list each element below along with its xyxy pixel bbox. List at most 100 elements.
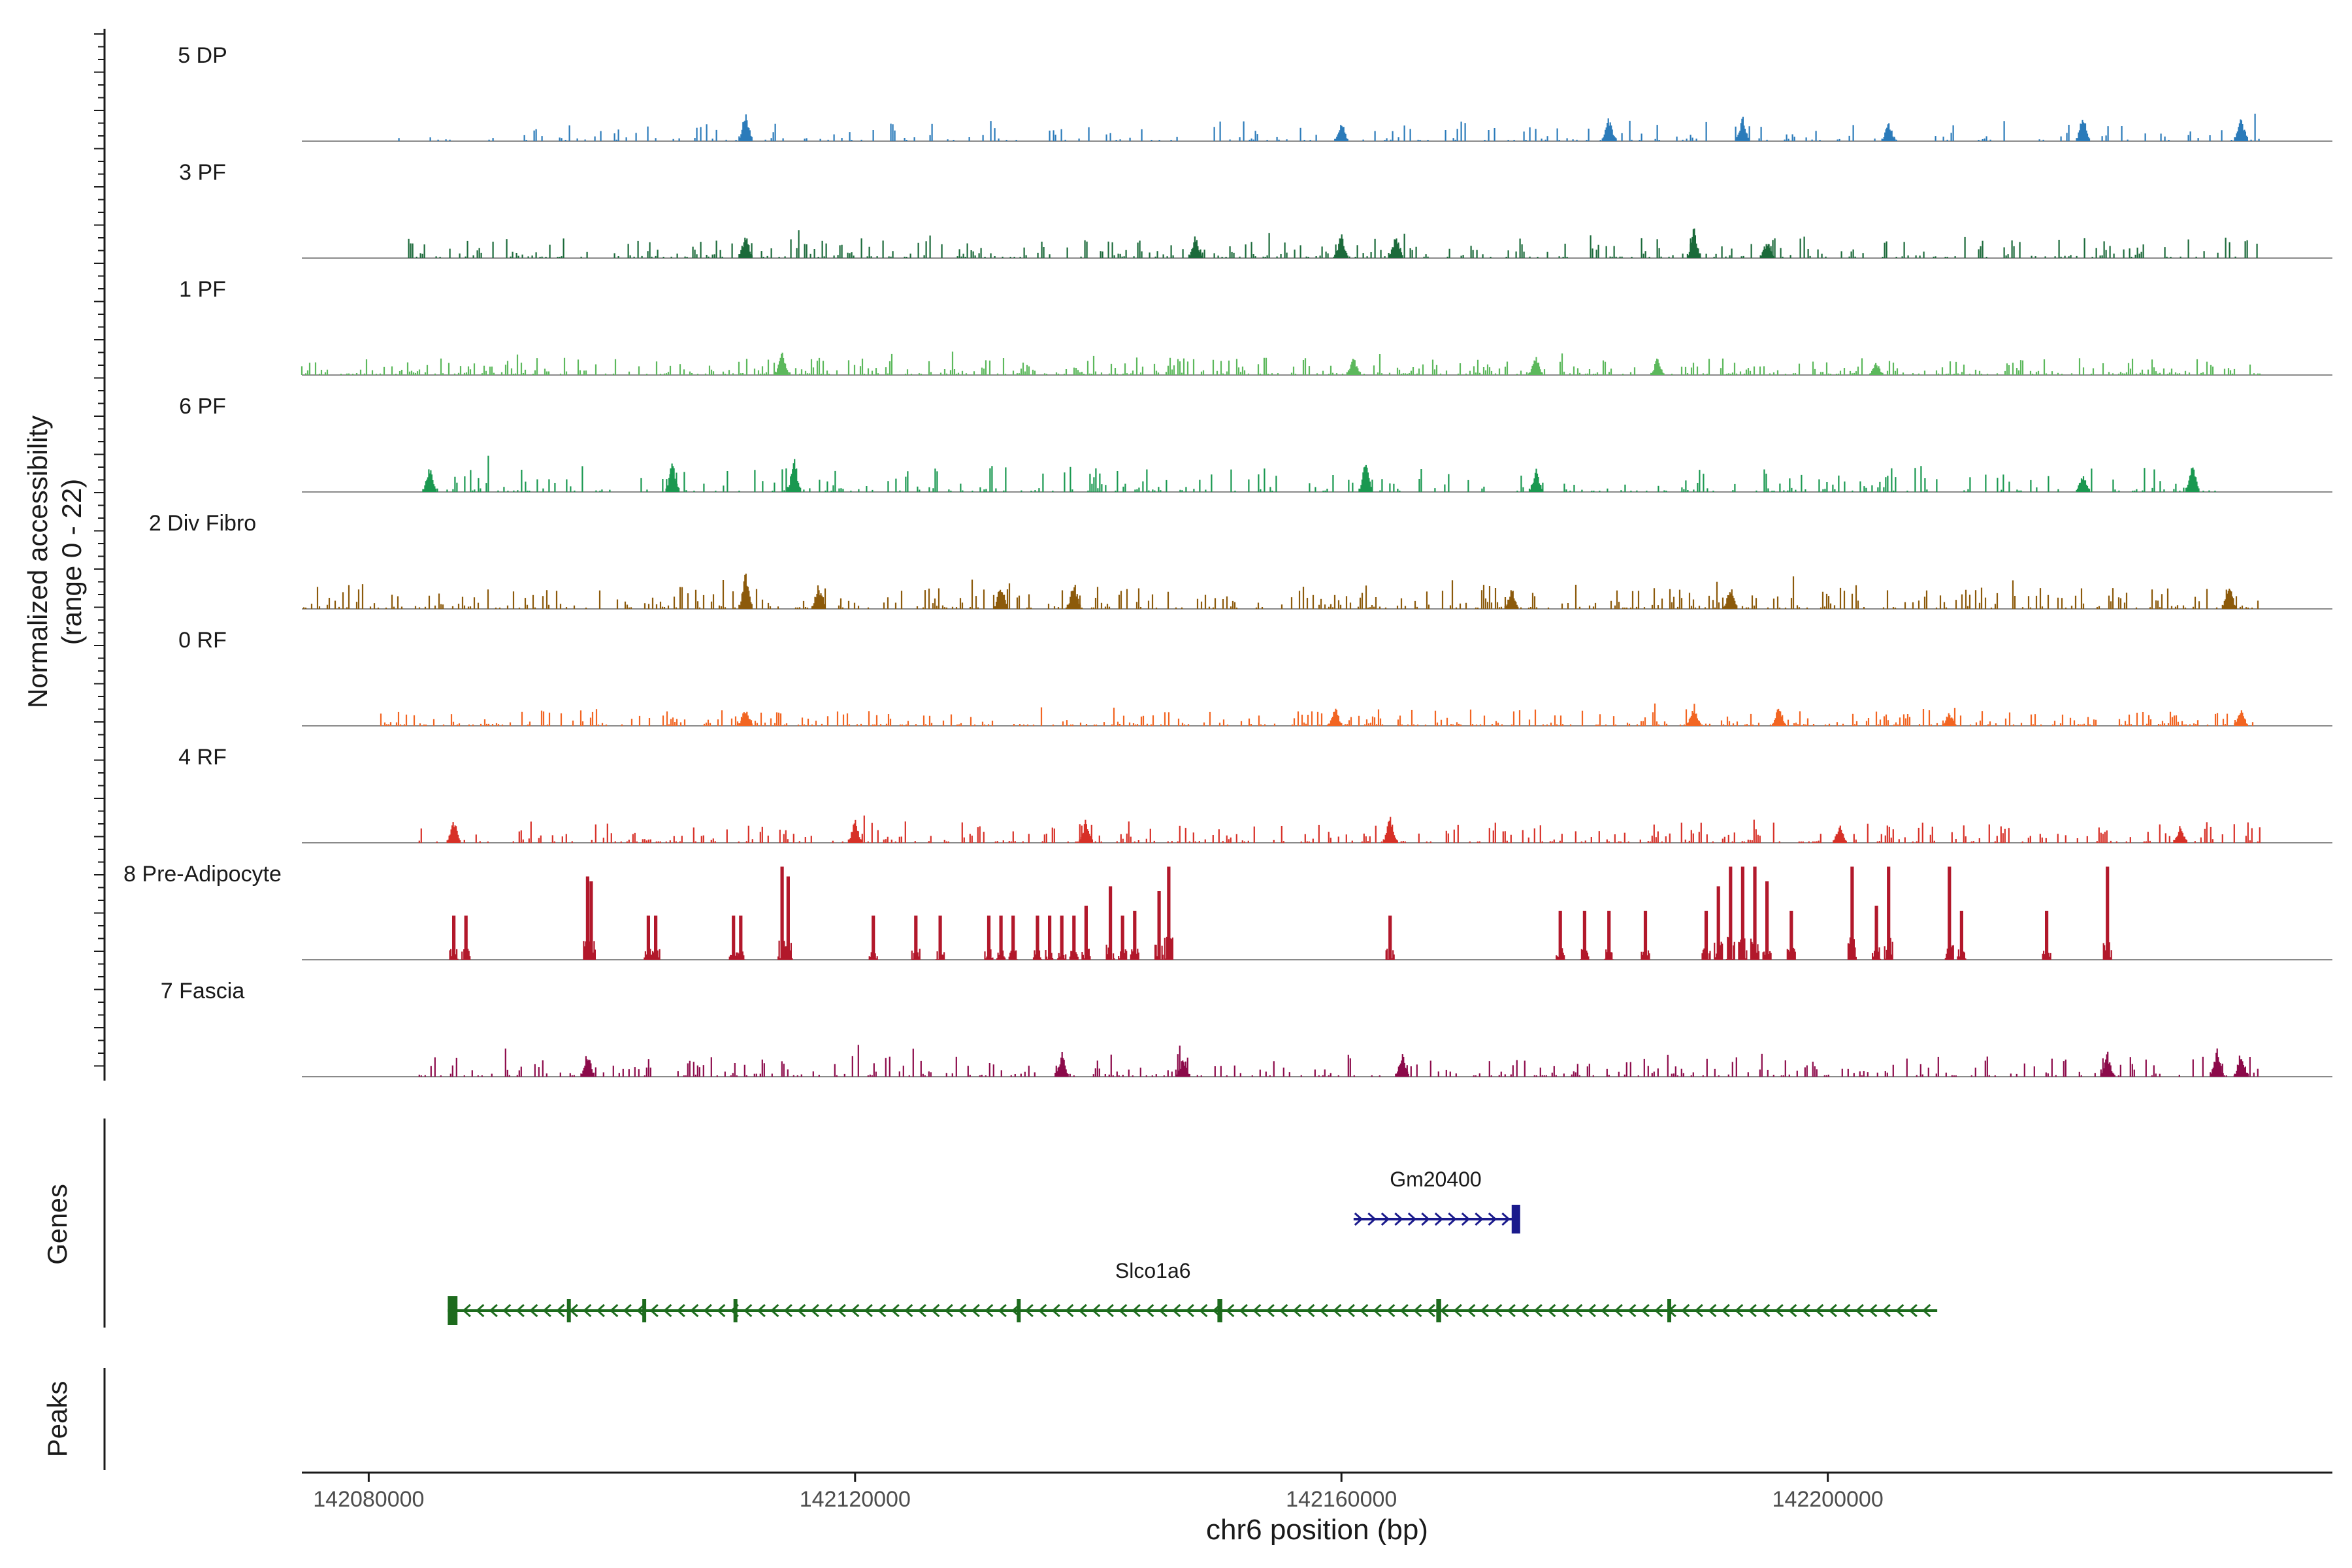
peak xyxy=(2234,710,2248,726)
signal-bars xyxy=(408,230,2258,258)
peak xyxy=(1869,363,1884,375)
signal-bars xyxy=(301,351,2261,375)
peak xyxy=(738,574,753,609)
exon xyxy=(733,1299,738,1322)
peak xyxy=(1833,825,1847,843)
peak xyxy=(1762,881,1772,960)
peak xyxy=(1580,911,1590,960)
peak xyxy=(1725,866,1735,960)
peak xyxy=(422,469,436,492)
track-2-div-fibro: 2 Div Fibro xyxy=(149,511,2332,610)
peak xyxy=(936,915,945,960)
peak xyxy=(811,585,826,609)
signal-bars xyxy=(418,815,2261,843)
peak xyxy=(1884,866,1893,960)
gene-annotations: Gm20400 Slco1a6 xyxy=(448,1168,1938,1325)
track-label: 2 Div Fibro xyxy=(149,511,256,536)
peak xyxy=(1385,915,1395,960)
peak xyxy=(1118,915,1128,960)
gene-slco1a6: Slco1a6 xyxy=(448,1259,1938,1325)
track-label: 0 RF xyxy=(178,628,227,653)
track-8-pre-adipocyte: 8 Pre-Adipocyte xyxy=(123,862,2332,960)
y-axis-title-line1: Normalized accessibility xyxy=(22,416,53,708)
x-axis-title: chr6 position (bp) xyxy=(1206,1514,1428,1546)
peak xyxy=(644,915,653,960)
peak xyxy=(1164,866,1173,960)
peak xyxy=(1686,228,1701,258)
peak xyxy=(1388,238,1403,258)
peak xyxy=(1750,866,1760,960)
peak xyxy=(2102,866,2112,960)
peak xyxy=(1382,817,1397,843)
peak xyxy=(1066,585,1081,609)
peak xyxy=(1772,708,1786,726)
peak xyxy=(665,463,680,492)
peak xyxy=(446,822,461,843)
peak xyxy=(1054,1052,1069,1077)
track-label: 8 Pre-Adipocyte xyxy=(123,862,282,887)
peak xyxy=(1395,1054,1409,1077)
track-5-dp: 5 DP xyxy=(178,43,2332,142)
peak xyxy=(2221,589,2236,609)
peak xyxy=(2076,120,2091,141)
peak xyxy=(2100,1051,2115,1077)
peak xyxy=(1130,911,1139,960)
peak xyxy=(1604,911,1614,960)
exon xyxy=(1511,1205,1520,1233)
track-label: 3 PF xyxy=(179,160,226,185)
peak xyxy=(449,915,459,960)
peak xyxy=(586,881,596,960)
peak xyxy=(847,819,862,843)
peak xyxy=(2234,1055,2248,1077)
peak xyxy=(738,114,753,141)
track-1-pf: 1 PF xyxy=(179,277,2332,376)
peak xyxy=(984,915,994,960)
peak xyxy=(1650,358,1665,375)
peak xyxy=(1346,359,1361,375)
gene-label: Slco1a6 xyxy=(1115,1259,1191,1282)
y-axis-title-line2: (range 0 - 22) xyxy=(56,479,87,645)
track-label: 6 PF xyxy=(179,394,226,419)
peak xyxy=(1008,915,1018,960)
peak xyxy=(1641,911,1650,960)
signal-bars xyxy=(429,455,2216,492)
peak xyxy=(728,915,738,960)
track-label: 4 RF xyxy=(178,745,227,770)
peak xyxy=(1601,118,1616,141)
x-tick-label: 142080000 xyxy=(313,1487,424,1512)
x-tick-label: 142160000 xyxy=(1286,1487,1397,1512)
exon xyxy=(642,1299,647,1322)
exon xyxy=(1436,1299,1441,1322)
peak xyxy=(783,876,793,960)
peak xyxy=(738,711,753,726)
peak xyxy=(1686,704,1701,726)
track-6-pf: 6 PF xyxy=(179,394,2332,493)
peak xyxy=(1334,125,1348,141)
signal-bars xyxy=(398,114,2260,141)
genes-panel-label: Genes xyxy=(42,1184,73,1265)
peak xyxy=(1528,357,1543,375)
signal-bars xyxy=(380,703,2254,726)
peak xyxy=(1057,915,1067,960)
x-axis-ticks: 142080000 142120000 142160000 142200000 xyxy=(313,1473,1884,1512)
peak xyxy=(1069,915,1079,960)
peak xyxy=(1847,866,1857,960)
peak xyxy=(461,915,471,960)
peak xyxy=(1081,906,1091,960)
peak xyxy=(994,589,1008,609)
track-label: 7 Fascia xyxy=(161,979,245,1004)
peak xyxy=(1328,708,1343,726)
track-label: 5 DP xyxy=(178,43,227,68)
peak xyxy=(736,915,745,960)
peak xyxy=(580,1056,595,1077)
peak xyxy=(1872,906,1882,960)
peak xyxy=(1358,465,1373,492)
strand-arrows xyxy=(1354,1212,1511,1226)
peak xyxy=(2173,826,2187,843)
peak xyxy=(1735,116,1750,141)
peak xyxy=(1701,911,1711,960)
coverage-tracks: 5 DP 3 PF 1 PF 6 PF 2 Div Fibro 0 RF 4 RF 8 Pre… xyxy=(123,43,2332,1077)
peak xyxy=(2210,1048,2224,1077)
peak xyxy=(1881,123,1896,141)
